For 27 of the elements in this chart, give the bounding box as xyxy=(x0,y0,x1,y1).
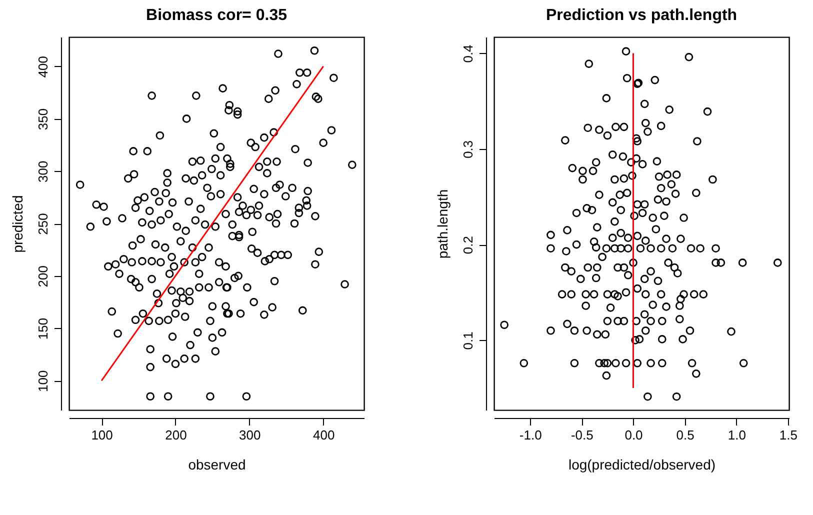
x-tick-label: 1.0 xyxy=(728,428,746,442)
y-axis-title: predicted xyxy=(10,195,26,253)
chart-title: Prediction vs path.length xyxy=(546,7,738,24)
x-tick-label: 1.5 xyxy=(779,428,798,442)
x-tick-label: -0.5 xyxy=(570,428,594,442)
x-tick-label: 200 xyxy=(165,428,187,442)
y-tick-label: 150 xyxy=(36,318,50,340)
y-tick-label: 0.2 xyxy=(460,236,476,254)
y-tick-label: 300 xyxy=(36,160,50,182)
chart-title: Biomass cor= 0.35 xyxy=(146,7,288,24)
x-axis-title: observed xyxy=(188,456,246,472)
x-tick-label: 300 xyxy=(239,428,261,442)
x-tick-label: -1.0 xyxy=(519,428,542,442)
x-tick-label: 0.0 xyxy=(624,428,643,442)
x-axis-title: log(predicted/observed) xyxy=(568,456,716,472)
y-tick-label: 350 xyxy=(36,108,50,130)
y-tick-label: 0.1 xyxy=(460,332,476,350)
x-tick-label: 0.5 xyxy=(676,428,694,442)
y-axis-title: path.length xyxy=(434,189,450,259)
y-tick-label: 400 xyxy=(36,56,50,78)
y-tick-label: 200 xyxy=(36,266,50,288)
y-tick-label: 0.4 xyxy=(460,44,476,63)
y-tick-label: 100 xyxy=(36,370,50,392)
y-tick-label: 0.3 xyxy=(460,140,476,158)
x-tick-label: 100 xyxy=(91,428,113,442)
x-tick-label: 400 xyxy=(312,428,335,442)
y-tick-label: 250 xyxy=(36,213,50,235)
